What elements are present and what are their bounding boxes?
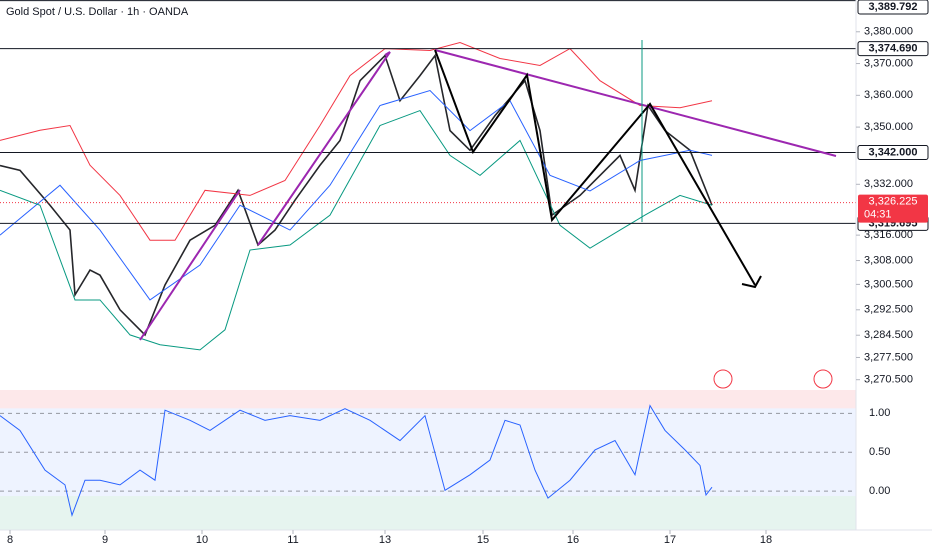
band-line <box>0 42 713 241</box>
y-tick-label: 3,316.000 <box>864 229 913 241</box>
zigzag <box>434 49 756 286</box>
x-tick-label: 18 <box>760 534 772 546</box>
y-tick-label: 3,370.000 <box>864 57 913 69</box>
x-tick-label: 17 <box>664 534 676 546</box>
x-tick-label: 16 <box>567 534 579 546</box>
y-tick-label: 3,277.500 <box>864 351 913 363</box>
arrow-head <box>741 275 762 289</box>
countdown: 04:31 <box>864 209 892 221</box>
last-price-label: 3,326.225 <box>869 196 918 208</box>
oversold-zone <box>0 496 856 530</box>
price-line <box>0 53 713 337</box>
oscillator-tick-label: 1.00 <box>869 407 890 419</box>
x-tick-label: 11 <box>287 534 298 546</box>
pattern-drawings <box>139 40 837 341</box>
y-tick-label: 3,308.000 <box>864 254 913 266</box>
band-line <box>0 109 713 351</box>
events <box>713 369 833 389</box>
y-tick-label: 3,300.500 <box>864 278 913 290</box>
x-tick-label: 13 <box>379 534 391 546</box>
band-line <box>0 89 713 301</box>
chart-title: Gold Spot / U.S. Dollar · 1h · OANDA <box>6 6 189 18</box>
y-tick-label: 3,332.000 <box>864 178 913 190</box>
trend-line <box>139 189 241 341</box>
level-label: 3,374.690 <box>869 43 918 55</box>
level-label: 3,389.792 <box>869 1 918 13</box>
y-tick-label: 3,380.000 <box>864 26 913 38</box>
event-icon <box>713 369 733 389</box>
oscillator-line <box>0 404 713 517</box>
y-tick-label: 3,350.000 <box>864 121 913 133</box>
level-label-box <box>857 0 929 15</box>
oscillator-tick-label: 0.00 <box>869 485 890 497</box>
y-tick-label: 3,284.500 <box>864 329 913 341</box>
level-label: 3,342.000 <box>869 146 918 158</box>
level-label-box <box>857 41 929 57</box>
trend-line <box>434 49 837 157</box>
y-tick-label: 3,360.000 <box>864 89 913 101</box>
level-label-box <box>857 145 929 161</box>
y-tick-label: 3,292.500 <box>864 304 913 316</box>
oscillator-tick-label: 0.50 <box>869 446 890 458</box>
x-tick-label: 10 <box>196 534 208 546</box>
x-tick-label: 9 <box>102 534 108 546</box>
x-tick-label: 15 <box>477 534 489 546</box>
y-tick-label: 3,270.500 <box>864 374 913 386</box>
overbought-zone <box>0 390 856 409</box>
trend-line <box>257 51 391 246</box>
last-price-box <box>858 194 928 223</box>
event-icon <box>813 369 833 389</box>
x-tick-label: 8 <box>7 534 13 546</box>
